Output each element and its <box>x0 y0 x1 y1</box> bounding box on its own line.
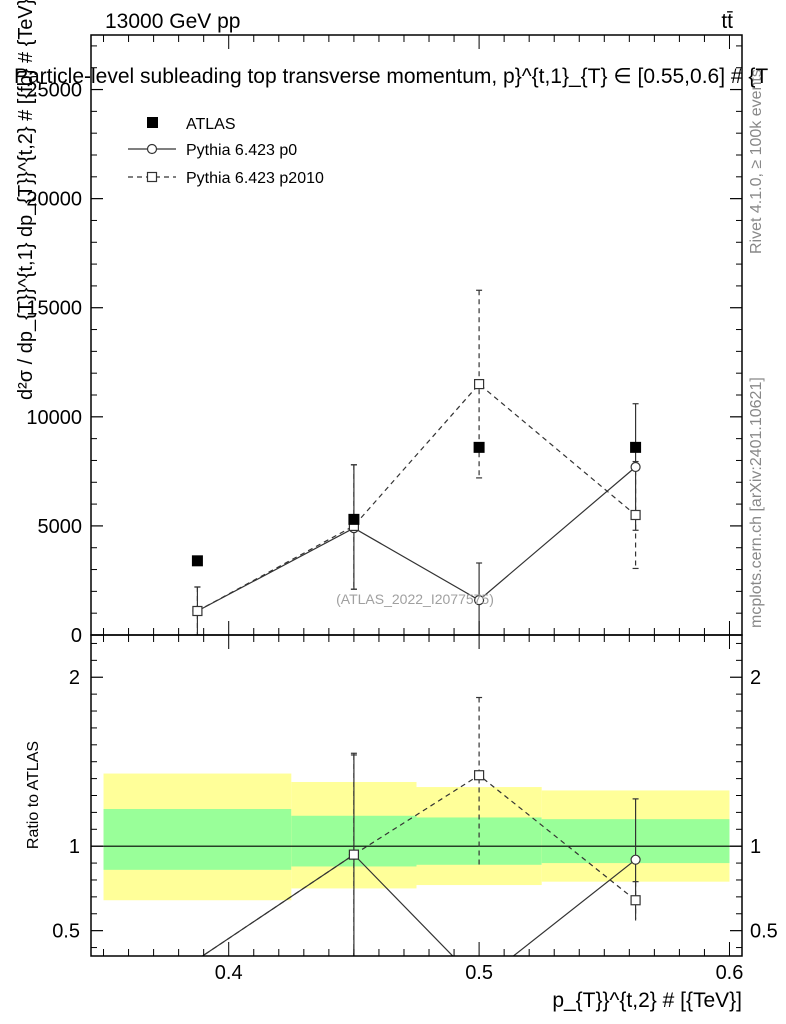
main-series-group <box>191 289 642 635</box>
ratio-xtick-label: 0.4 <box>215 962 243 984</box>
energy-label: 13000 GeV pp <box>105 10 240 33</box>
legend-atlas-label: ATLAS <box>186 116 236 133</box>
band-inner-0 <box>103 809 292 870</box>
ratio-ytick-label-left: 2 <box>69 667 80 689</box>
legend-p0-label: Pythia 6.423 p0 <box>186 142 297 159</box>
ratio-p0-point <box>630 854 641 865</box>
mcplots-label: mcplots.cern.ch [arXiv:2401.10621] <box>748 377 765 628</box>
ratio-p2010-line <box>201 774 636 956</box>
main-atlas-point <box>630 441 642 453</box>
main-p0-point <box>630 461 641 473</box>
main-ytick-label: 15000 <box>26 298 82 320</box>
main-p2010-point <box>630 509 641 521</box>
main-ytick-label: 5000 <box>38 516 83 538</box>
legend-p2010-label: Pythia 6.423 p2010 <box>186 170 324 187</box>
main-p0-point <box>473 594 485 606</box>
ratio-ytick-label-left: 1 <box>69 836 80 858</box>
ratio-ytick-label-left: 0.5 <box>52 921 80 943</box>
main-ytick-label: 0 <box>71 625 82 647</box>
main-ytick-label: 20000 <box>26 189 82 211</box>
main-atlas-point <box>191 555 203 567</box>
ratio-ytick-label-right: 0.5 <box>750 921 778 943</box>
ratio-ytick-label-right: 1 <box>750 836 761 858</box>
y-axis-label: d²σ / dp_{T}}^{t,1} dp_{T}}^{t,2} # [{fb… <box>15 0 37 400</box>
axes-group: 0 5000 10000 15000 20000 25000 0.4 0.5 0.6 0.5 0.5… <box>26 34 778 984</box>
rivet-label: Rivet 4.1.0, ≥ 100k events <box>748 69 765 254</box>
main-p2010-point <box>473 378 485 390</box>
main-ytick-label: 10000 <box>26 407 82 429</box>
legend-p0-marker <box>146 143 158 155</box>
ratio-xtick-label: 0.5 <box>465 962 493 984</box>
process-label: tt̄ <box>721 10 733 33</box>
x-axis-label: p_{T}}^{t,2} # [{TeV}] <box>552 989 742 1012</box>
legend-p2010-marker <box>146 171 158 183</box>
main-atlas-point <box>348 513 360 525</box>
main-ytick-label: 25000 <box>26 80 82 102</box>
legend: ATLAS Pythia 6.423 p0 Pythia 6.423 p2010 <box>128 116 324 187</box>
ratio-p2010-point <box>473 770 485 781</box>
legend-atlas-marker <box>147 117 158 128</box>
plot-title: Particle-level subleading top transverse… <box>14 65 768 88</box>
main-p2010-point <box>192 605 203 617</box>
ratio-xtick-label: 0.6 <box>716 962 744 984</box>
ratio-p2010-point <box>348 849 360 860</box>
ratio-p2010-point <box>630 895 641 906</box>
ratio-ytick-label-right: 2 <box>750 667 761 689</box>
analysis-watermark: (ATLAS_2022_I2077575) <box>336 591 494 607</box>
ratio-series-group <box>91 696 742 956</box>
ratio-y-axis-label: Ratio to ATLAS <box>25 741 42 849</box>
main-p0-line <box>197 466 636 612</box>
main-atlas-point <box>473 441 485 453</box>
main-p2010-line <box>197 383 636 612</box>
